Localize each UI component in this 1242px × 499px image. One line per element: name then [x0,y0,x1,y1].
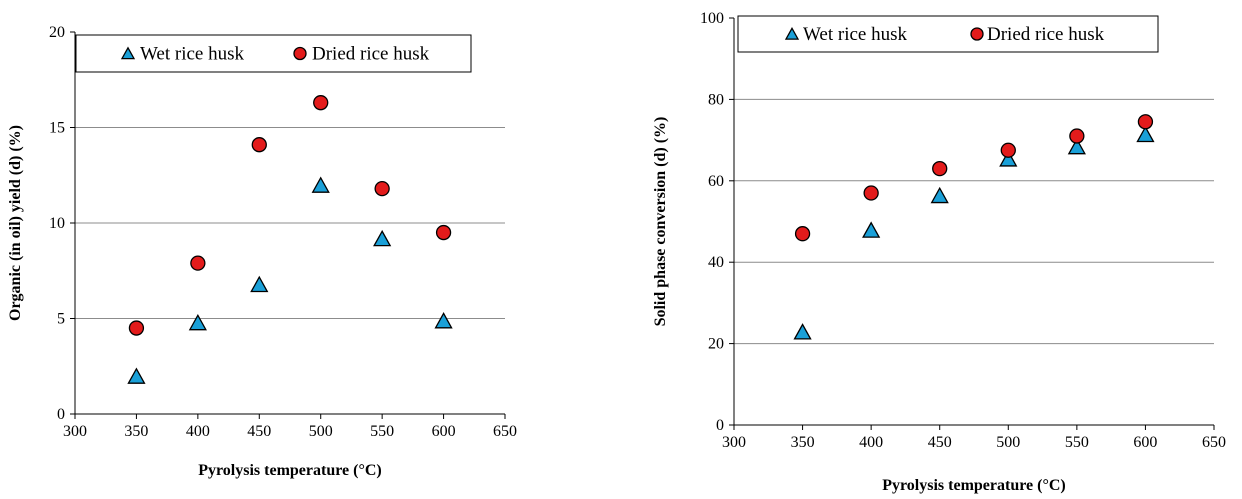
x-tick-label: 550 [1065,434,1089,451]
x-tick-label: 500 [996,434,1020,451]
legend-circle-icon [970,27,984,41]
legend-circle-icon [293,46,307,61]
x-tick-label: 300 [722,434,746,451]
data-point-circle [251,137,267,153]
data-point-triangle [311,176,330,193]
data-point-circle [932,160,948,177]
legend-triangle-icon [784,26,800,40]
chart-2: 0 20 40 60 80 100 300 350 400 450 500 550 600 650 Pyro… [652,10,1226,494]
series-dried-rice-husk [128,95,452,336]
y-axis-title: Organic (in oil) yield (d) (%) [7,125,24,321]
data-point-circle [863,185,879,201]
data-point-circle [1069,128,1085,144]
y-tick-label: 60 [708,173,724,190]
data-point-triangle [999,150,1018,167]
x-tick-label: 300 [63,423,87,440]
data-point-circle [313,95,329,111]
x-tick-label: 450 [928,434,952,451]
data-point-circle [794,226,811,242]
legend-box [75,34,472,73]
data-point-triangle [188,313,207,331]
x-tick-label: 650 [493,423,517,440]
data-point-circle [1000,142,1016,158]
series-wet-rice-husk [793,125,1155,340]
data-point-triangle [862,221,881,238]
y-tick-label: 40 [708,254,724,271]
data-point-triangle [930,186,949,204]
legend-label: Dried rice husk [987,24,1105,45]
chart-1: 0 5 10 15 20 300 350 400 450 500 550 600 650 Pyrolysi… [7,24,517,479]
x-tick-label: 350 [791,434,815,451]
legend-triangle-icon [120,46,136,60]
legend: Wet rice husk Dried rice husk [75,34,472,73]
y-tick-label: 10 [49,215,65,232]
data-point-triangle [250,275,269,293]
y-tick-label: 5 [57,311,65,328]
series-wet-rice-husk [127,176,453,384]
y-axis-title: Solid phase conversion (d) (%) [652,117,669,327]
data-point-circle [1137,114,1154,130]
data-point-triangle [1067,137,1086,155]
x-tick-label: 600 [432,423,456,440]
data-point-triangle [434,312,453,329]
data-point-triangle [1136,125,1155,143]
legend-label: Wet rice husk [140,44,244,65]
legend-box [737,15,1159,53]
x-tick-label: 550 [370,423,394,440]
legend-label: Dried rice husk [312,44,430,65]
x-tick-label: 350 [124,423,148,440]
x-axis-title: Pyrolysis temperature (°C) [882,477,1066,494]
data-point-circle [128,320,145,336]
y-tick-label: 80 [708,91,724,108]
y-tick-label: 15 [49,120,65,137]
y-tick-label: 0 [716,417,724,434]
legend-label: Wet rice husk [803,24,907,45]
x-tick-label: 400 [859,434,883,451]
data-point-triangle [373,229,392,247]
data-point-circle [435,224,452,241]
x-tick-label: 500 [309,423,333,440]
data-point-triangle [127,367,146,384]
series-dried-rice-husk [794,114,1154,242]
x-tick-label: 400 [186,423,210,440]
legend: Wet rice husk Dried rice husk [737,15,1159,53]
x-tick-label: 600 [1133,434,1157,451]
y-tick-label: 0 [57,406,65,423]
x-axis-title: Pyrolysis temperature (°C) [198,462,382,479]
y-tick-label: 20 [49,24,65,41]
y-tick-label: 100 [700,10,724,27]
data-point-triangle [793,323,812,340]
data-point-circle [374,180,390,197]
x-tick-label: 450 [247,423,271,440]
y-tick-label: 20 [708,336,724,353]
data-point-circle [190,255,206,271]
x-tick-label: 650 [1202,434,1226,451]
